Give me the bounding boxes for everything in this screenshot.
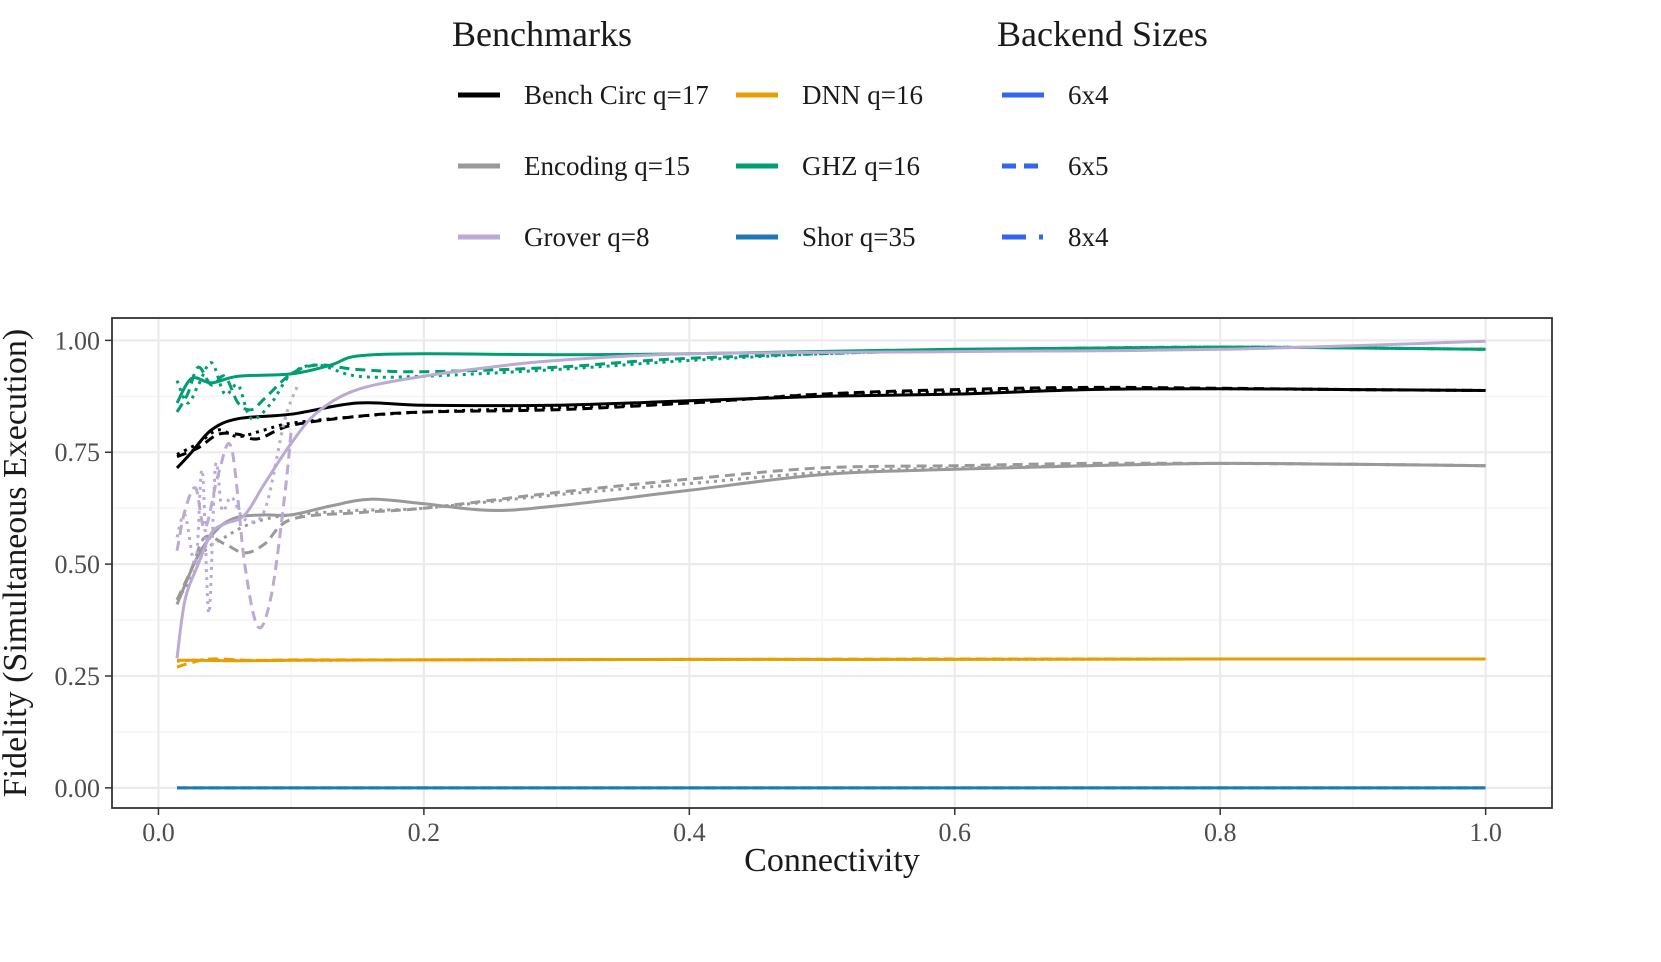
plot-border (111, 317, 1553, 809)
y-tick-label: 0.25 (55, 662, 101, 691)
series-line-grover-6x5 (175, 429, 293, 630)
x-tick-label: 1.0 (1469, 818, 1502, 847)
x-tick-label: 0.2 (408, 818, 441, 847)
y-axis-title: Fidelity (Simultaneous Execution) (0, 329, 34, 797)
legend-benchmarks-title: Benchmarks (452, 14, 632, 54)
series-line-grover-8x4 (175, 384, 300, 615)
y-tick-label: 0.50 (55, 550, 101, 579)
series-line-bench-6x4 (175, 387, 1486, 469)
legend-label: 6x5 (1068, 151, 1109, 181)
series-line-bench-6x5 (176, 385, 1486, 459)
y-tick-label: 0.75 (55, 438, 101, 467)
legend-label: Grover q=8 (524, 222, 649, 252)
legend-label: 8x4 (1068, 222, 1109, 252)
legend-backends-title: Backend Sizes (997, 14, 1208, 54)
series-line-encoding-6x5 (175, 461, 1486, 601)
series-line-dnn-8x4 (176, 657, 1486, 663)
legend-label: 6x4 (1068, 80, 1109, 110)
y-tick-label: 1.00 (55, 326, 101, 355)
series-line-grover-6x4 (175, 339, 1486, 659)
series-line-encoding-8x4 (175, 461, 1486, 601)
x-tick-label: 0.4 (673, 818, 706, 847)
legend-backends: Backend Sizes (997, 14, 1208, 54)
x-tick-label: 0.8 (1204, 818, 1237, 847)
legend-label: Bench Circ q=17 (524, 80, 709, 110)
legend-label: Encoding q=15 (524, 151, 690, 181)
plot-panel (112, 318, 1552, 808)
legend-label: GHZ q=16 (802, 151, 920, 181)
x-tick-label: 0.6 (939, 818, 972, 847)
grid (112, 318, 1552, 808)
y-tick-label: 0.00 (55, 774, 101, 803)
axis-ticks: 0.0 0.2 0.4 0.6 0.8 1.0 0.00 0.25 0.50 0.75 1.00 (55, 326, 1502, 847)
legend-label: DNN q=16 (802, 80, 923, 110)
series-line-dnn-6x5 (176, 657, 1486, 669)
series-group (175, 339, 1486, 790)
x-axis-title: Connectivity (744, 842, 920, 879)
series-line-ghz-8x4 (175, 345, 1486, 421)
legend-benchmarks: Benchmarks (452, 14, 632, 54)
x-tick-label: 0.0 (142, 818, 175, 847)
legend-label: Shor q=35 (802, 222, 915, 252)
